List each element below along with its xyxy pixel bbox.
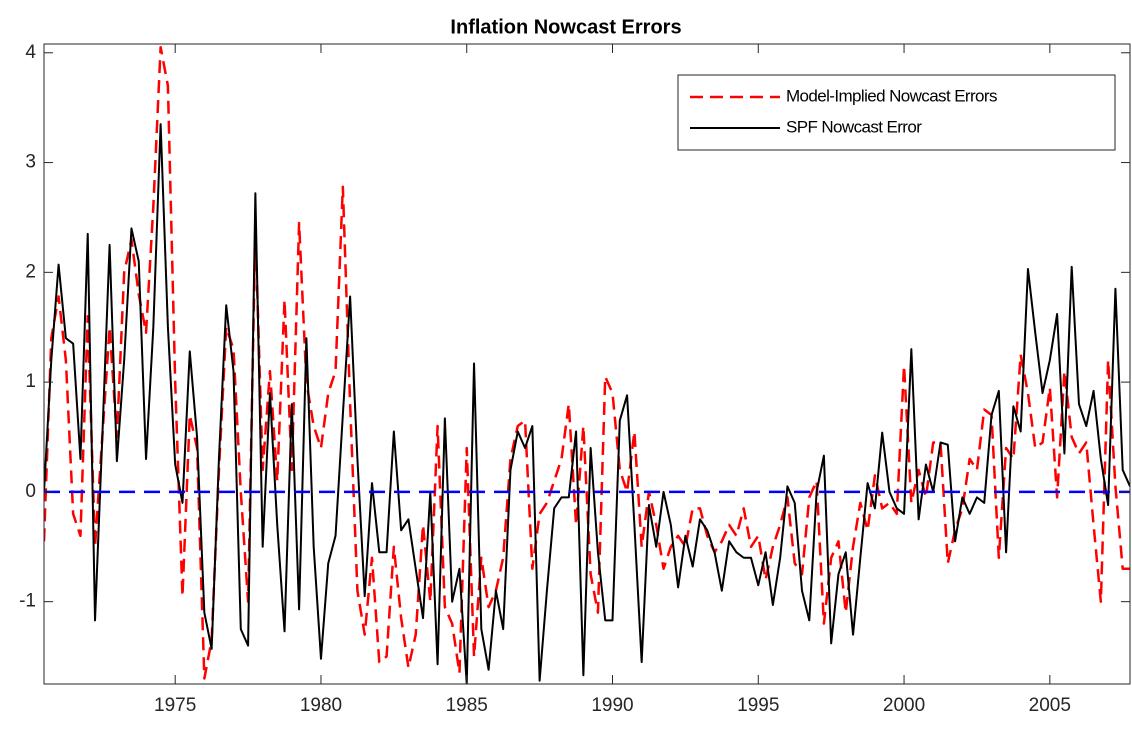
series-line xyxy=(44,123,1130,684)
x-tick-label: 1980 xyxy=(300,695,342,716)
legend: Model-Implied Nowcast Errors SPF Nowcast … xyxy=(677,74,1116,151)
plot-area xyxy=(44,46,1130,684)
x-tick-label: 1990 xyxy=(591,695,633,716)
x-tick-label: 2000 xyxy=(883,695,925,716)
legend-label: SPF Nowcast Error xyxy=(786,117,922,136)
chart-title: Inflation Nowcast Errors xyxy=(450,16,681,38)
x-tick-label: 1995 xyxy=(737,695,779,716)
axes-box xyxy=(43,43,1131,685)
x-tick-label: 1985 xyxy=(446,695,488,716)
y-tick-label: -1 xyxy=(19,591,36,612)
y-tick-label: 2 xyxy=(25,261,36,282)
y-tick-label: 3 xyxy=(25,152,36,173)
legend-label: Model-Implied Nowcast Errors xyxy=(786,86,997,105)
x-tick-label: 1975 xyxy=(154,695,196,716)
x-tick-label: 2005 xyxy=(1029,695,1071,716)
y-tick-label: 1 xyxy=(25,371,36,392)
y-tick-label: 4 xyxy=(25,42,36,63)
legend-box xyxy=(677,74,1116,151)
y-tick-label: 0 xyxy=(25,481,36,502)
